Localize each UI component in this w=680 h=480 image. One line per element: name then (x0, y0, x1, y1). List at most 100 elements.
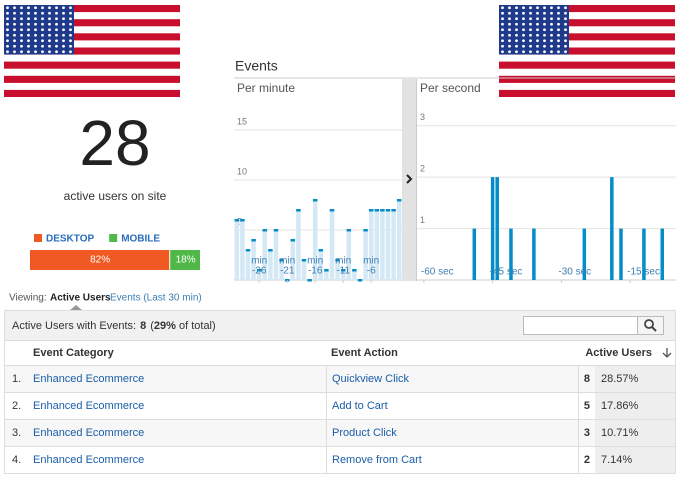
bar (582, 228, 587, 280)
viewing-tabs: Viewing: Active Users Events (Last 30 min) (9, 293, 202, 310)
bar (262, 230, 268, 280)
summary-text: Active Users with Events: 8 (29% of total) (12, 320, 216, 332)
table-row (4, 419, 676, 447)
bar (268, 250, 273, 280)
event-action[interactable]: Add to Cart (332, 400, 388, 412)
event-action[interactable]: Quickview Click (332, 373, 410, 385)
x-tick-label: -30 sec (558, 267, 591, 278)
bar-top (273, 229, 279, 232)
sort-arrow (662, 348, 672, 358)
device-bar (170, 250, 200, 270)
bar (380, 210, 385, 280)
summary-total: of total) (176, 320, 216, 332)
active-users-percent: 10.71% (601, 427, 639, 439)
bar-top (368, 209, 374, 212)
chart-title: Per second (420, 81, 481, 95)
tab-active[interactable]: Active Users (50, 293, 111, 304)
summary-count: 8 (140, 320, 146, 332)
bar (642, 228, 646, 280)
bar-top (307, 279, 312, 282)
active-users: 2 (584, 454, 590, 466)
row-index: 1. (12, 373, 21, 385)
x-tick-label: -60 sec (421, 267, 454, 278)
bar (490, 177, 495, 280)
bar-top (245, 249, 251, 252)
search-icon (651, 326, 657, 332)
bar (340, 270, 346, 280)
bar-top (357, 279, 363, 282)
bar-top (340, 269, 346, 272)
x-tick-label: -45 sec (490, 267, 523, 278)
bar-top (346, 229, 352, 232)
search-button[interactable] (637, 316, 664, 335)
table-row (4, 446, 676, 474)
bar-top (234, 219, 240, 222)
tab-indicator (70, 305, 82, 310)
x-tick-unit: min (335, 256, 351, 267)
x-tick-unit: min (251, 256, 267, 267)
bar-top (240, 219, 245, 222)
x-tick-unit: min (363, 256, 379, 267)
column-header: Event Action (331, 347, 398, 359)
bar-top (312, 199, 318, 202)
bar-top (352, 269, 357, 272)
bar (256, 270, 262, 280)
chart-title: Per minute (237, 81, 295, 95)
bar-top (396, 199, 402, 202)
event-category[interactable]: Enhanced Ecommerce (33, 427, 144, 439)
y-tick-label: 3 (420, 112, 425, 122)
bar (495, 177, 499, 280)
column-header: Event Category (33, 347, 115, 359)
row-index: 3. (12, 427, 21, 439)
bar (251, 240, 256, 280)
event-category[interactable]: Enhanced Ecommerce (33, 373, 144, 385)
y-tick-label: 15 (237, 116, 247, 126)
x-tick-unit: min (279, 256, 295, 267)
bar-top (380, 209, 385, 212)
device-bar (30, 250, 170, 270)
event-category[interactable]: Enhanced Ecommerce (33, 400, 144, 412)
bar-top (279, 259, 284, 262)
charts: Per minute51015min-26min-21min-16min-11m… (234, 79, 676, 283)
bar-top (290, 239, 296, 242)
bar (660, 228, 664, 280)
bar (290, 240, 296, 280)
bar (532, 228, 536, 280)
event-action[interactable]: Product Click (332, 427, 397, 439)
bar-top (363, 229, 368, 232)
x-tick-label: -11 (336, 266, 350, 277)
legend-swatch (109, 234, 118, 242)
summary-total: ( (150, 320, 154, 332)
active-caption: active users on site (64, 189, 167, 203)
x-tick-label: -21 (280, 266, 295, 277)
x-tick-label: -16 (308, 266, 323, 277)
table-row (4, 392, 676, 420)
bar-top (262, 229, 268, 232)
legend-swatch (34, 234, 42, 242)
x-tick-label: -15 sec (627, 267, 660, 278)
event-category[interactable]: Enhanced Ecommerce (33, 454, 144, 466)
y-tick-label: 5 (237, 216, 242, 226)
summary-label: Active Users with Events: (12, 320, 136, 332)
bar (234, 220, 240, 280)
bar (245, 250, 251, 280)
search-input[interactable] (523, 316, 638, 335)
active-users-percent: 17.86% (601, 400, 639, 412)
legend-label: DESKTOP (46, 234, 94, 245)
bar (363, 230, 368, 280)
event-action[interactable]: Remove from Cart (332, 454, 422, 466)
tab[interactable]: Events (Last 30 min) (110, 293, 202, 304)
bar (368, 210, 374, 280)
bar-top (374, 209, 380, 212)
active-users-percent: 7.14% (601, 454, 632, 466)
flag-image (499, 5, 675, 97)
bar (296, 210, 301, 280)
device-breakdown: DESKTOP MOBILE 82% 18% (30, 234, 200, 270)
bar (472, 228, 477, 280)
bar (610, 177, 614, 280)
bar (318, 250, 324, 280)
events-title: Events (235, 58, 278, 74)
device-bar-label: 82% (90, 255, 110, 266)
column-header[interactable]: Active Users (585, 347, 652, 359)
